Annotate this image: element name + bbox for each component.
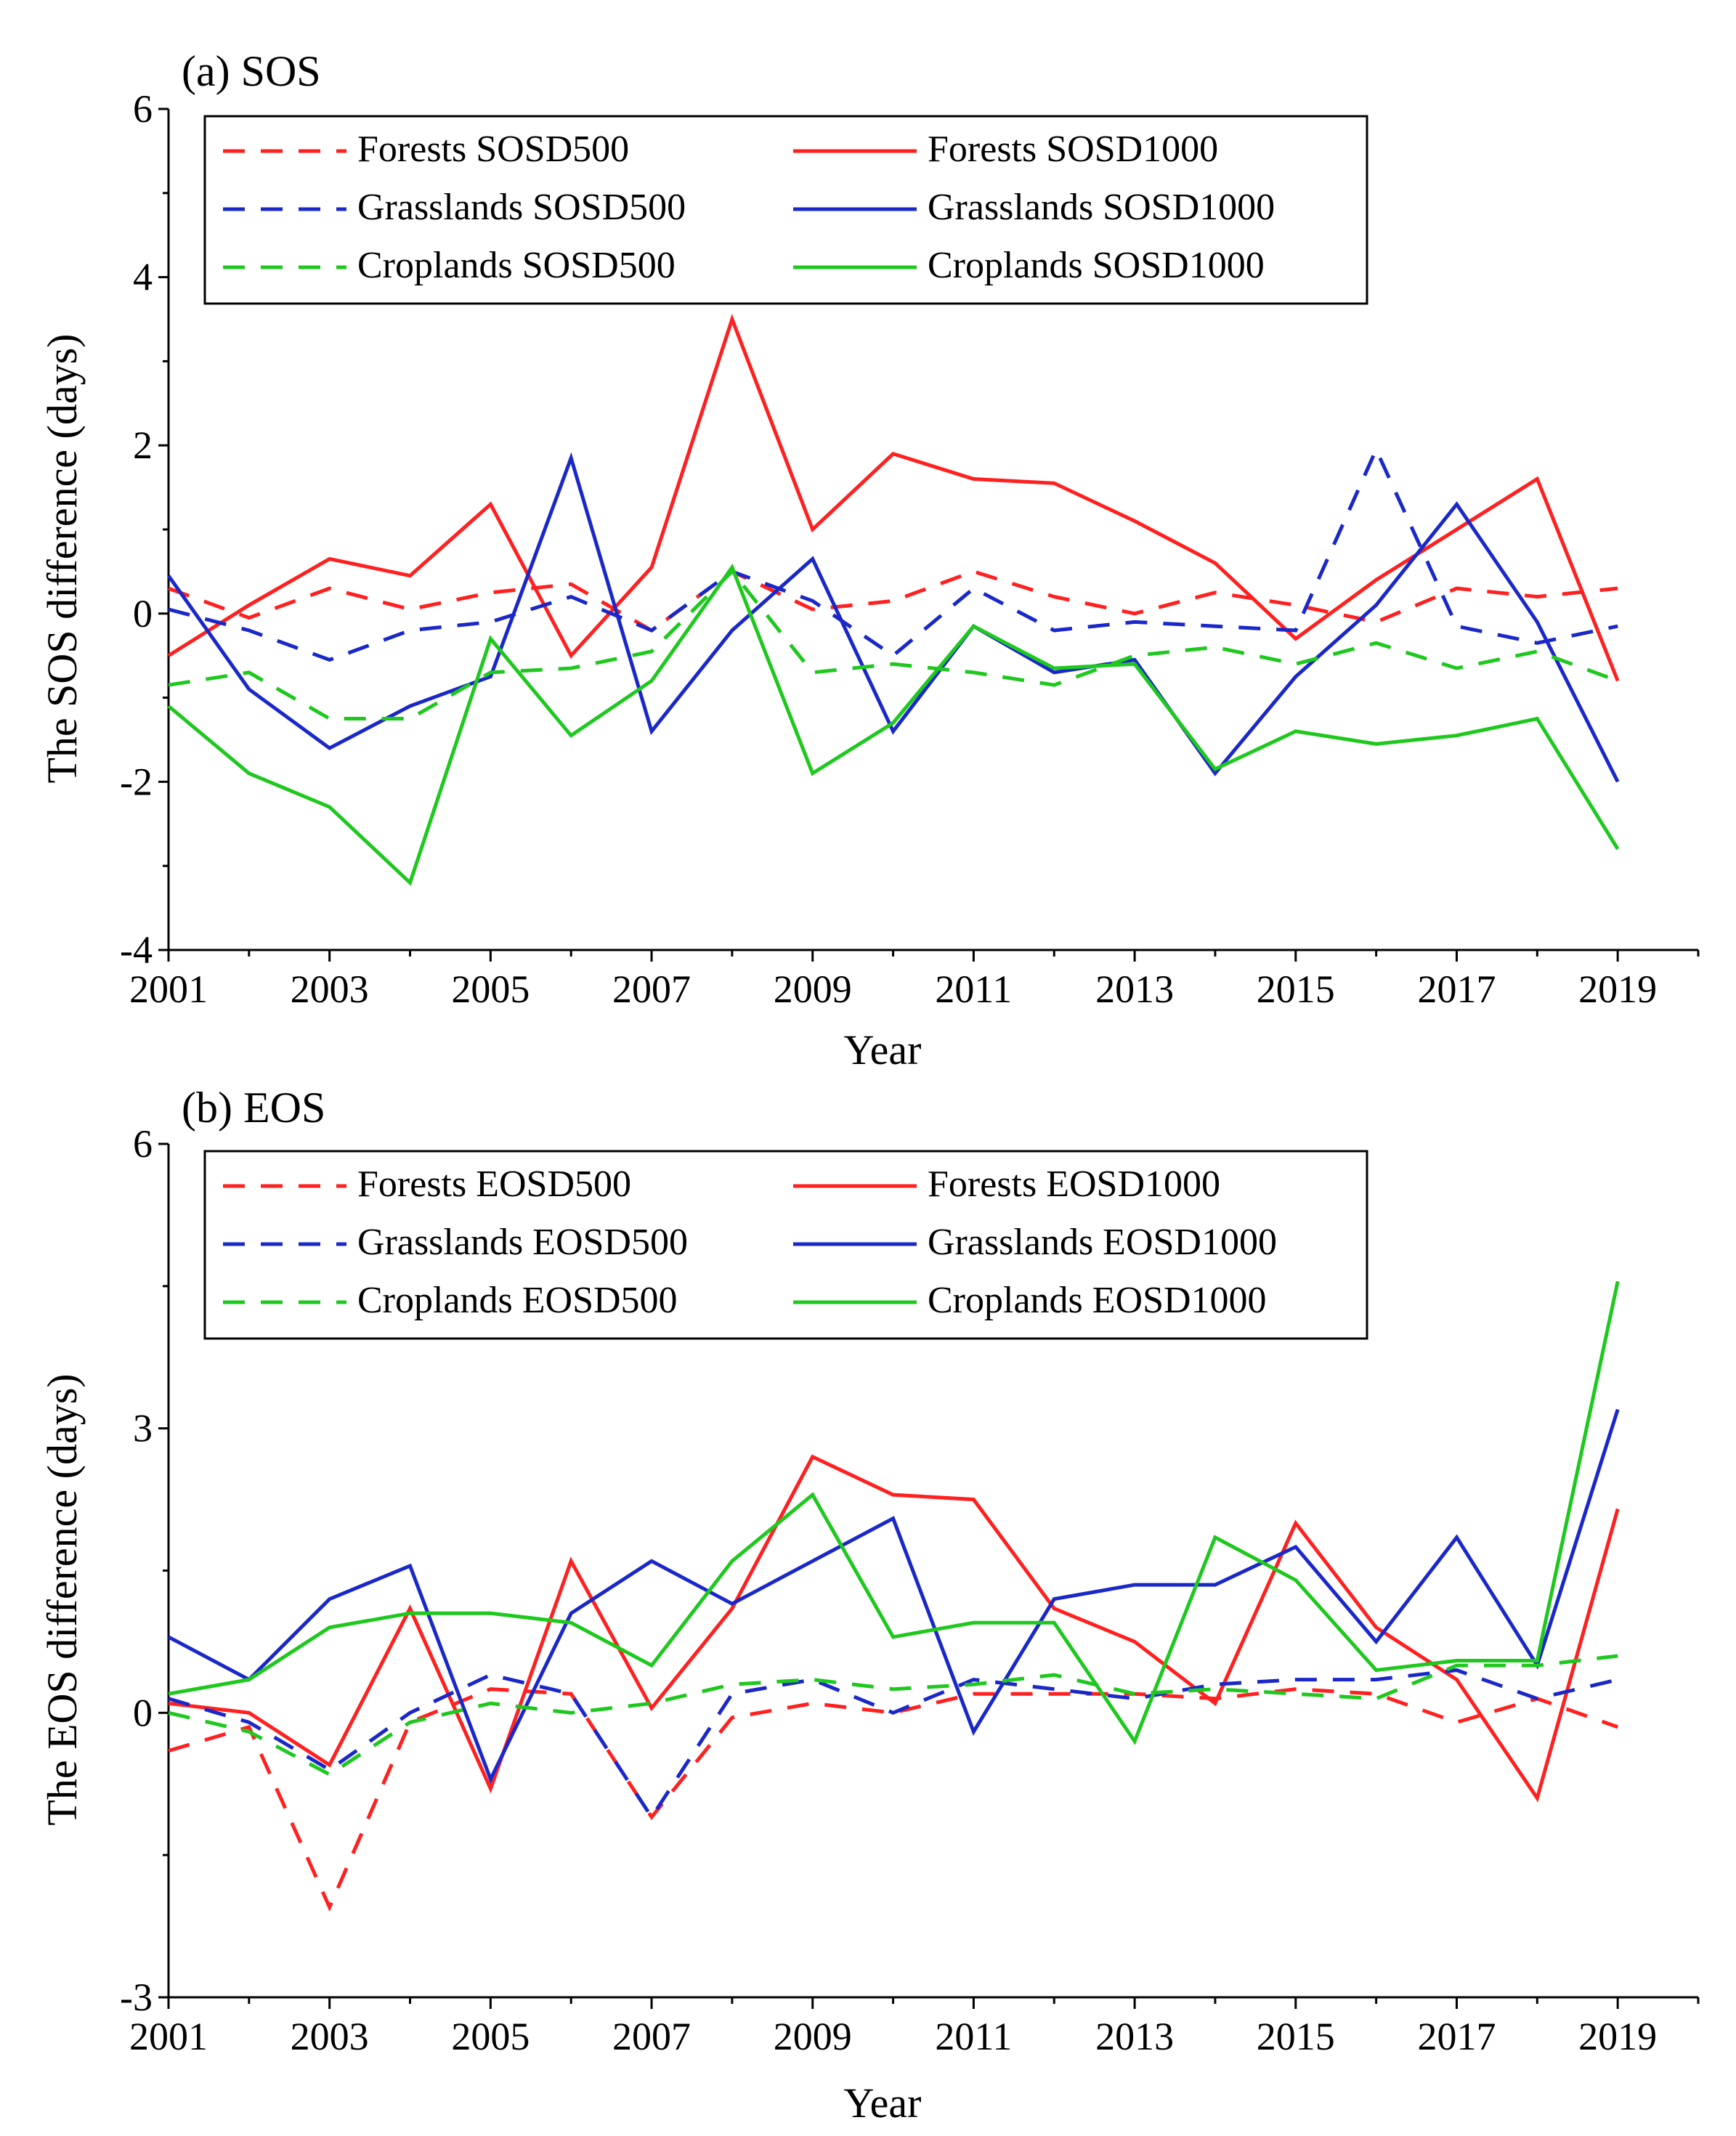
legend-entry-label: Forests EOSD500 (357, 1164, 631, 1205)
y-tick-label: 3 (133, 1407, 153, 1450)
panel-sos: (a) SOS -4 -2 0 2 4 6 2001 2003 2005 2007 2009 2011 2… (38, 47, 1700, 1073)
x-axis-label: Year (844, 1026, 922, 1073)
series-line-grasslands-sosd500 (168, 444, 1618, 662)
y-tick-label: -3 (120, 1975, 153, 2019)
y-tick-label: -4 (120, 928, 153, 972)
x-tick-label: 2019 (1578, 967, 1657, 1011)
x-tick-label: 2013 (1095, 2015, 1174, 2058)
chart-title: (a) SOS (182, 47, 321, 95)
series-line-croplands-sosd1000 (167, 563, 1620, 886)
x-tick-label: 2015 (1257, 967, 1335, 1011)
series-line-forests-eosd1000 (168, 1454, 1620, 1803)
series-line-croplands-eosd1000 (168, 1280, 1620, 1745)
y-tick-label: 6 (133, 87, 153, 131)
panel-eos: (b) EOS -3 0 3 6 2001 2003 2005 2007 2009 2011 2013… (38, 1084, 1700, 2127)
legend-box (203, 1150, 1368, 1340)
x-tick-label: 2009 (774, 2015, 852, 2058)
legend-entry-label: Forests SOSD1000 (928, 129, 1218, 170)
x-tick-label: 2019 (1578, 2015, 1657, 2058)
series-line-forests-eosd500 (168, 1687, 1619, 1912)
x-tick-label: 2003 (291, 2015, 369, 2058)
legend-entry-label: Grasslands SOSD1000 (928, 187, 1275, 228)
x-tick-label: 2007 (612, 967, 691, 1011)
x-tick-label: 2001 (129, 2015, 208, 2058)
series-line-grasslands-eosd500 (168, 1668, 1618, 1821)
series-line-croplands-sosd500 (168, 569, 1619, 720)
legend-entry-label: Croplands SOSD500 (357, 245, 676, 286)
x-tick-label: 2017 (1417, 2015, 1496, 2058)
y-axis-label: The SOS difference (days) (38, 334, 86, 784)
x-tick-label: 2005 (451, 967, 530, 1011)
y-tick-label: -2 (120, 760, 153, 803)
x-tick-label: 2017 (1417, 967, 1496, 1011)
series-line-grasslands-eosd1000 (167, 1408, 1620, 1784)
y-tick-label: 4 (133, 256, 153, 299)
x-tick-label: 2009 (774, 967, 852, 1011)
legend-entry-label: Grasslands EOSD1000 (928, 1222, 1277, 1263)
series-line-grasslands-sosd1000 (166, 452, 1620, 783)
legend-box (203, 115, 1368, 305)
x-tick-label: 2015 (1257, 2015, 1335, 2058)
series-line-forests-sosd500 (168, 569, 1618, 633)
x-tick-label: 2011 (935, 2015, 1012, 2058)
y-tick-label: 6 (133, 1122, 153, 1166)
x-tick-label: 2013 (1095, 967, 1174, 1011)
legend-entry-label: Croplands SOSD1000 (928, 245, 1265, 286)
y-tick-label: 0 (133, 1691, 153, 1734)
y-tick-label: 0 (133, 592, 153, 635)
legend-entry-label: Forests EOSD1000 (928, 1164, 1220, 1205)
x-tick-label: 2005 (451, 2015, 530, 2058)
x-tick-label: 2011 (935, 967, 1012, 1011)
legend-entry-label: Forests SOSD500 (357, 129, 629, 170)
legend-entry-label: Grasslands SOSD500 (357, 187, 686, 228)
series-line-croplands-eosd500 (168, 1654, 1618, 1777)
x-tick-label: 2001 (129, 967, 208, 1011)
legend-entry-label: Croplands EOSD500 (357, 1280, 678, 1321)
y-tick-label: 2 (133, 423, 153, 467)
legend-entry-label: Grasslands EOSD500 (357, 1222, 688, 1263)
x-tick-label: 2007 (612, 2015, 691, 2058)
x-axis-label: Year (844, 2079, 922, 2127)
x-tick-label: 2003 (291, 967, 369, 1011)
chart-title: (b) EOS (182, 1084, 325, 1132)
y-axis-label: The EOS difference (days) (38, 1373, 86, 1825)
legend-entry-label: Croplands EOSD1000 (928, 1280, 1267, 1321)
series-line-forests-sosd1000 (167, 313, 1620, 682)
